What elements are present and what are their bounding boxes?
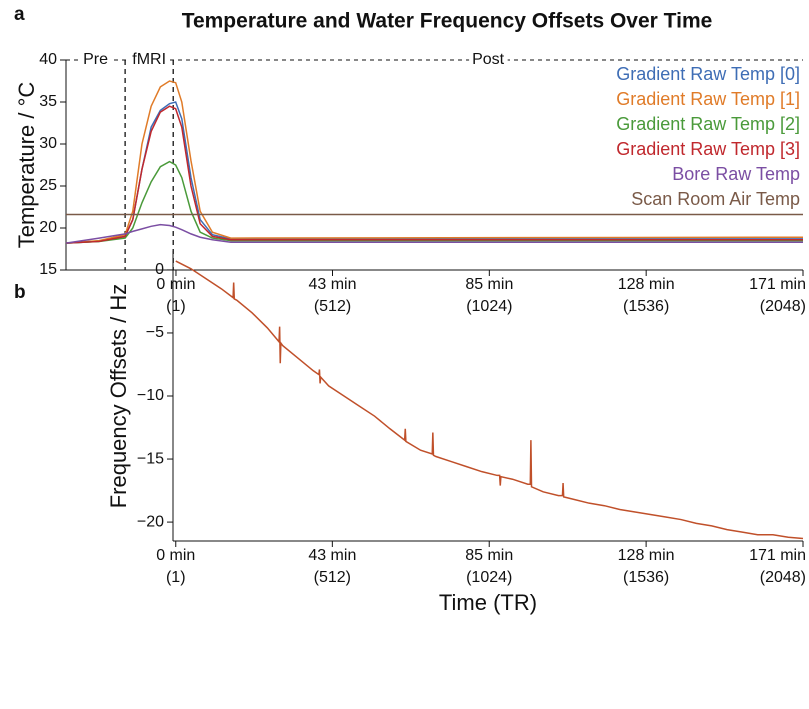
y-axis-label: Temperature / °C [14, 82, 39, 249]
y-tick-label: −15 [137, 450, 164, 467]
phase-label: fMRI [132, 51, 166, 68]
phase-label: Post [472, 51, 505, 68]
y-tick-label: 40 [39, 51, 57, 68]
y-axis-label: Frequency Offsets / Hz [106, 284, 131, 509]
phase-label: Pre [83, 51, 108, 68]
legend-entry: Gradient Raw Temp [2] [616, 114, 800, 134]
series-line [65, 160, 803, 244]
x-tick-label: 171 min [749, 547, 806, 564]
y-tick-label: −5 [146, 324, 164, 341]
x-tick-label: 43 min [308, 276, 356, 293]
y-tick-label: −20 [137, 513, 164, 530]
phase-label-bg [80, 51, 112, 69]
chart-title: Temperature and Water Frequency Offsets … [182, 10, 713, 33]
y-tick-label: 20 [39, 219, 57, 236]
legend-entry: Gradient Raw Temp [0] [616, 64, 800, 84]
x-tick-sublabel: (512) [314, 569, 351, 586]
x-tick-sublabel: (1) [166, 298, 186, 315]
phase-label-bg [129, 51, 170, 69]
series-line [175, 260, 804, 540]
y-tick-label: −10 [137, 387, 164, 404]
x-tick-sublabel: (1024) [466, 298, 512, 315]
series-line [65, 80, 804, 244]
x-tick-label: 43 min [308, 547, 356, 564]
y-tick-label: 30 [39, 135, 57, 152]
phase-label-bg [469, 51, 508, 69]
x-tick-sublabel: (2048) [760, 569, 806, 586]
legend-entry: Gradient Raw Temp [3] [616, 139, 800, 159]
x-tick-label: 85 min [465, 547, 513, 564]
series-line [65, 105, 803, 244]
x-tick-label: 171 min [749, 276, 806, 293]
x-tick-label: 128 min [618, 276, 675, 293]
y-tick-label: 35 [39, 93, 57, 110]
x-tick-sublabel: (1024) [466, 569, 512, 586]
x-tick-label: 0 min [156, 276, 195, 293]
legend-entry: Gradient Raw Temp [1] [616, 89, 800, 109]
x-tick-sublabel: (1) [166, 569, 186, 586]
x-tick-label: 0 min [156, 547, 195, 564]
panel-label: b [14, 282, 26, 303]
x-tick-sublabel: (1536) [623, 569, 669, 586]
y-tick-label: 15 [39, 261, 57, 278]
x-tick-sublabel: (1536) [623, 298, 669, 315]
x-axis-label: Time (TR) [439, 590, 537, 615]
series-line [65, 223, 803, 244]
x-tick-label: 128 min [618, 547, 675, 564]
y-tick-label: 0 [155, 261, 164, 278]
x-tick-sublabel: (512) [314, 298, 351, 315]
y-tick-label: 25 [39, 177, 57, 194]
legend-entry: Bore Raw Temp [672, 164, 800, 184]
x-tick-label: 85 min [465, 276, 513, 293]
x-tick-sublabel: (2048) [760, 298, 806, 315]
legend-entry: Scan Room Air Temp [631, 189, 800, 209]
panel-label: a [14, 4, 25, 25]
